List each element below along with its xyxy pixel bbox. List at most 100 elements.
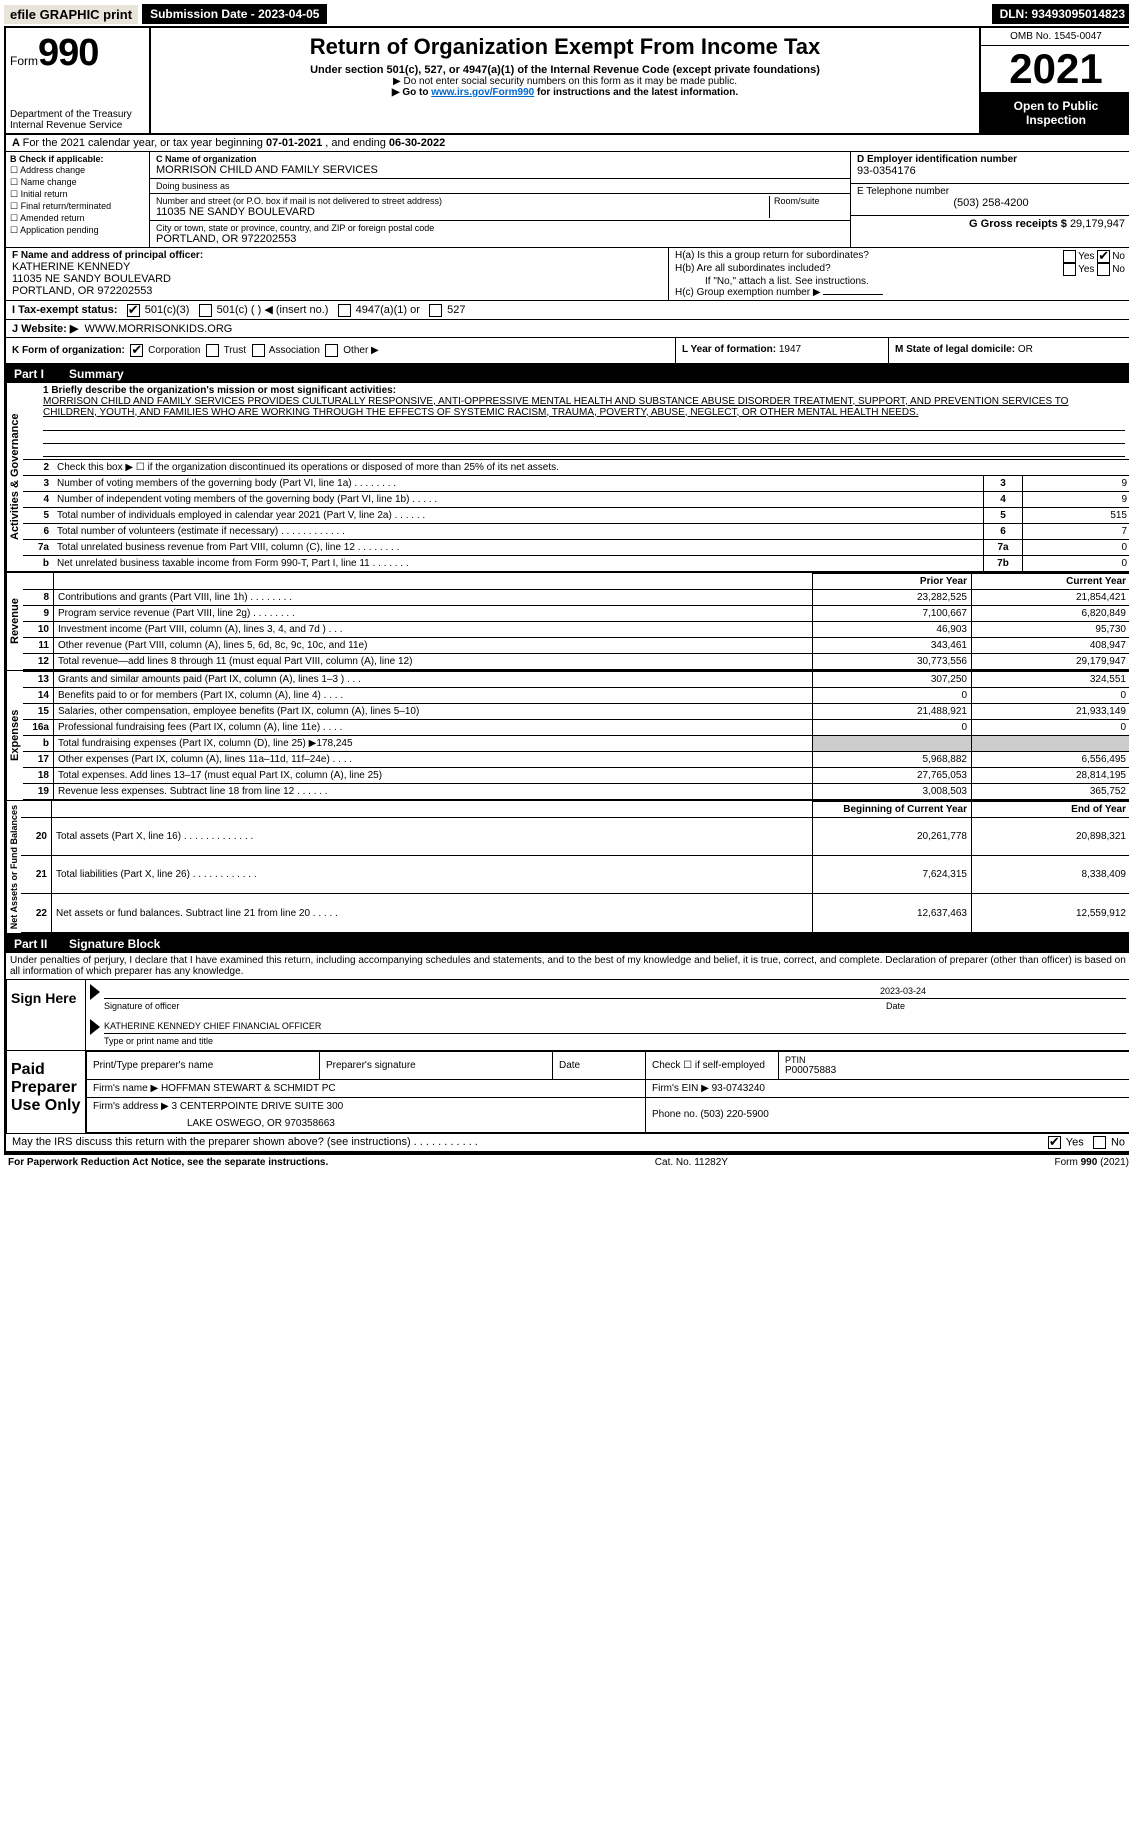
- ein-label: D Employer identification number: [857, 154, 1125, 165]
- line-a-begin: 07-01-2021: [266, 137, 322, 149]
- check-501c[interactable]: [199, 304, 212, 317]
- gross-label: G Gross receipts $: [969, 218, 1070, 230]
- note2-pre: ▶ Go to: [392, 87, 431, 98]
- ha-no-checkbox[interactable]: [1097, 250, 1110, 263]
- end-year-header: End of Year: [972, 801, 1129, 817]
- form-container: Form990 Department of the Treasury Inter…: [4, 26, 1129, 1155]
- sig-date-label: Date: [886, 1001, 1126, 1011]
- part2-num: Part II: [14, 937, 69, 951]
- ha-yes-checkbox[interactable]: [1063, 250, 1076, 263]
- check-initial-return[interactable]: ☐ Initial return: [10, 189, 145, 200]
- table-row: 5Total number of individuals employed in…: [23, 507, 1129, 523]
- dept-label: Department of the Treasury: [10, 109, 132, 120]
- netassets-table: Beginning of Current Year End of Year 20…: [21, 801, 1129, 933]
- table-row: 17Other expenses (Part IX, column (A), l…: [23, 751, 1129, 767]
- table-row: 11Other revenue (Part VIII, column (A), …: [23, 637, 1129, 653]
- header-center: Return of Organization Exempt From Incom…: [151, 28, 979, 133]
- table-row: 20Total assets (Part X, line 16) . . . .…: [21, 817, 1129, 855]
- box-b: B Check if applicable: ☐ Address change …: [6, 152, 150, 247]
- table-row: 8Contributions and grants (Part VIII, li…: [23, 589, 1129, 605]
- efile-button[interactable]: efile GRAPHIC print: [4, 5, 138, 24]
- check-trust[interactable]: [206, 344, 219, 357]
- check-name-change[interactable]: ☐ Name change: [10, 177, 145, 188]
- mission-text: MORRISON CHILD AND FAMILY SERVICES PROVI…: [43, 396, 1125, 418]
- begin-year-header: Beginning of Current Year: [813, 801, 972, 817]
- mission-block: 1 Briefly describe the organization's mi…: [23, 383, 1129, 459]
- hb-no-checkbox[interactable]: [1097, 263, 1110, 276]
- prep-date-label: Date: [553, 1051, 646, 1079]
- note2-post: for instructions and the latest informat…: [534, 87, 738, 98]
- table-row: 3Number of voting members of the governi…: [23, 475, 1129, 491]
- footer: For Paperwork Reduction Act Notice, see …: [4, 1155, 1129, 1170]
- governance-table: 2Check this box ▶ ☐ if the organization …: [23, 459, 1129, 571]
- check-corporation[interactable]: [130, 344, 143, 357]
- line-i: I Tax-exempt status: 501(c)(3) 501(c) ( …: [6, 301, 1129, 320]
- line-a: A For the 2021 calendar year, or tax yea…: [6, 135, 1129, 152]
- part1-title: Summary: [69, 367, 124, 381]
- sign-name: KATHERINE KENNEDY CHIEF FINANCIAL OFFICE…: [104, 1021, 1126, 1034]
- check-application-pending[interactable]: ☐ Application pending: [10, 225, 145, 236]
- preparer-block: Paid Preparer Use Only Print/Type prepar…: [6, 1051, 1129, 1134]
- table-row: 22Net assets or fund balances. Subtract …: [21, 894, 1129, 932]
- firm-ein-label: Firm's EIN ▶: [652, 1083, 712, 1094]
- firm-phone: (503) 220-5900: [700, 1109, 768, 1120]
- form-note1: ▶ Do not enter social security numbers o…: [155, 76, 975, 87]
- table-row: 2Check this box ▶ ☐ if the organization …: [23, 459, 1129, 475]
- check-address-change[interactable]: ☐ Address change: [10, 165, 145, 176]
- officer-name: KATHERINE KENNEDY: [12, 261, 662, 273]
- revenue-table: Prior Year Current Year 8Contributions a…: [23, 573, 1129, 670]
- sign-name-label: Type or print name and title: [104, 1036, 1126, 1046]
- table-row: 18Total expenses. Add lines 13–17 (must …: [23, 767, 1129, 783]
- table-row: 4Number of independent voting members of…: [23, 491, 1129, 507]
- org-name: MORRISON CHILD AND FAMILY SERVICES: [156, 164, 844, 176]
- firm-name: HOFFMAN STEWART & SCHMIDT PC: [161, 1083, 336, 1094]
- governance-side-label: Activities & Governance: [6, 383, 23, 571]
- prep-sig-label: Preparer's signature: [320, 1051, 553, 1079]
- hb-yes-checkbox[interactable]: [1063, 263, 1076, 276]
- omb-number: OMB No. 1545-0047: [981, 28, 1129, 46]
- check-association[interactable]: [252, 344, 265, 357]
- may-irs-no-checkbox[interactable]: [1093, 1136, 1106, 1149]
- hb-label: H(b) Are all subordinates included?: [675, 263, 831, 276]
- irs-link[interactable]: www.irs.gov/Form990: [431, 87, 534, 98]
- table-row: 10Investment income (Part VIII, column (…: [23, 621, 1129, 637]
- check-other[interactable]: [325, 344, 338, 357]
- prep-check-label: Check ☐ if self-employed: [646, 1051, 779, 1079]
- city-label: City or town, state or province, country…: [156, 223, 844, 233]
- ein-value: 93-0354176: [857, 165, 1125, 177]
- firm-ein: 93-0743240: [712, 1083, 765, 1094]
- table-row: 9Program service revenue (Part VIII, lin…: [23, 605, 1129, 621]
- check-527[interactable]: [429, 304, 442, 317]
- governance-section: Activities & Governance 1 Briefly descri…: [6, 383, 1129, 573]
- hb-note: If "No," attach a list. See instructions…: [675, 276, 1125, 287]
- revenue-side-label: Revenue: [6, 573, 23, 670]
- org-address: 11035 NE SANDY BOULEVARD: [156, 206, 769, 218]
- submission-date-button[interactable]: Submission Date - 2023-04-05: [142, 4, 327, 24]
- check-final-return[interactable]: ☐ Final return/terminated: [10, 201, 145, 212]
- box-c: C Name of organization MORRISON CHILD AN…: [150, 152, 850, 247]
- mission-label: 1 Briefly describe the organization's mi…: [43, 385, 1125, 396]
- header-left: Form990 Department of the Treasury Inter…: [6, 28, 151, 133]
- may-irs-yes-checkbox[interactable]: [1048, 1136, 1061, 1149]
- table-row: 6Total number of volunteers (estimate if…: [23, 523, 1129, 539]
- table-row: 19Revenue less expenses. Subtract line 1…: [23, 783, 1129, 799]
- open-public-label: Open to Public Inspection: [981, 93, 1129, 133]
- sign-block: Sign Here 2023-03-24 Signature of office…: [6, 980, 1129, 1051]
- officer-label: F Name and address of principal officer:: [12, 250, 662, 261]
- gross-value: 29,179,947: [1070, 218, 1125, 230]
- table-row: bNet unrelated business taxable income f…: [23, 555, 1129, 571]
- table-row: 15Salaries, other compensation, employee…: [23, 703, 1129, 719]
- org-city: PORTLAND, OR 972202553: [156, 233, 844, 245]
- check-amended-return[interactable]: ☐ Amended return: [10, 213, 145, 224]
- check-4947[interactable]: [338, 304, 351, 317]
- preparer-table: Print/Type preparer's name Preparer's si…: [86, 1051, 1129, 1133]
- firm-addr2: LAKE OSWEGO, OR 970358663: [87, 1115, 646, 1133]
- line-k-label: K Form of organization:: [12, 345, 125, 356]
- may-irs-text: May the IRS discuss this return with the…: [12, 1136, 478, 1149]
- part1-header: Part I Summary: [6, 365, 1129, 383]
- phone-label: E Telephone number: [857, 186, 1125, 197]
- box-b-title: B Check if applicable:: [10, 154, 145, 164]
- check-501c3[interactable]: [127, 304, 140, 317]
- table-row: 16aProfessional fundraising fees (Part I…: [23, 719, 1129, 735]
- firm-addr1: 3 CENTERPOINTE DRIVE SUITE 300: [172, 1101, 344, 1112]
